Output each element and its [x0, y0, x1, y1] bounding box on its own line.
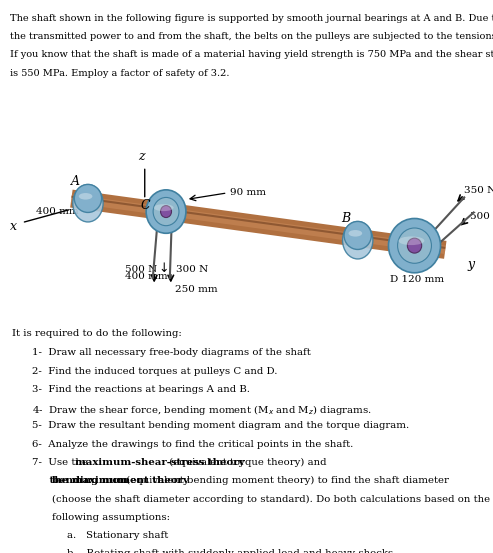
Text: 500 N: 500 N	[125, 265, 157, 274]
Text: It is required to do the following:: It is required to do the following:	[12, 329, 182, 338]
Ellipse shape	[74, 184, 102, 212]
Ellipse shape	[154, 204, 174, 211]
Text: following assumptions:: following assumptions:	[52, 513, 170, 521]
Text: The shaft shown in the following figure is supported by smooth journal bearings : The shaft shown in the following figure …	[10, 14, 493, 23]
Ellipse shape	[397, 228, 431, 263]
Text: (choose the shaft diameter according to standard). Do both calculations based on: (choose the shaft diameter according to …	[52, 494, 490, 504]
Ellipse shape	[407, 238, 422, 253]
Ellipse shape	[79, 193, 92, 200]
Text: A: A	[71, 175, 80, 188]
Text: B: B	[341, 212, 351, 225]
Ellipse shape	[398, 236, 424, 245]
Text: 5-  Draw the resultant bending moment diagram and the torque diagram.: 5- Draw the resultant bending moment dia…	[32, 421, 409, 430]
Text: ↓: ↓	[158, 262, 169, 275]
Ellipse shape	[349, 230, 362, 237]
Ellipse shape	[161, 206, 172, 217]
Ellipse shape	[153, 197, 179, 226]
Text: If you know that the shaft is made of a material having yield strength is 750 MP: If you know that the shaft is made of a …	[10, 50, 493, 59]
Text: x: x	[10, 220, 17, 233]
Text: 1-  Draw all necessary free-body diagrams of the shaft: 1- Draw all necessary free-body diagrams…	[32, 348, 311, 357]
Text: 3-  Find the reactions at bearings A and B.: 3- Find the reactions at bearings A and …	[32, 385, 250, 394]
Ellipse shape	[343, 222, 373, 259]
Text: 2-  Find the induced torques at pulleys C and D.: 2- Find the induced torques at pulleys C…	[32, 367, 278, 375]
Text: C: C	[141, 199, 150, 212]
Text: bending moment theory: bending moment theory	[52, 476, 189, 485]
Text: y: y	[468, 258, 475, 272]
Text: is 550 MPa. Employ a factor of safety of 3.2.: is 550 MPa. Employ a factor of safety of…	[10, 69, 229, 77]
Text: (equivalent bending moment theory) to find the shaft diameter: (equivalent bending moment theory) to fi…	[123, 476, 449, 486]
Text: 500 N: 500 N	[470, 212, 493, 222]
Text: 400 mm: 400 mm	[125, 272, 168, 281]
Text: a.   Stationary shaft: a. Stationary shaft	[67, 531, 168, 540]
Ellipse shape	[146, 190, 186, 233]
Text: 400 mm: 400 mm	[36, 207, 78, 216]
Text: 350 N: 350 N	[464, 186, 493, 195]
Text: z: z	[138, 150, 144, 163]
Text: maximum-shear-stress theory: maximum-shear-stress theory	[75, 458, 245, 467]
Text: b.   Rotating shaft with suddenly applied load and heavy shocks: b. Rotating shaft with suddenly applied …	[67, 549, 393, 553]
Text: the maximum: the maximum	[32, 476, 132, 485]
Text: 4-  Draw the shear force, bending moment (M$_x$ and M$_z$) diagrams.: 4- Draw the shear force, bending moment …	[32, 403, 372, 417]
Ellipse shape	[388, 218, 441, 273]
Ellipse shape	[344, 221, 371, 249]
Text: (equivalent torque theory) and: (equivalent torque theory) and	[166, 458, 330, 467]
Text: 7-  Use the: 7- Use the	[32, 458, 91, 467]
Ellipse shape	[73, 185, 103, 222]
Text: 250 mm: 250 mm	[175, 285, 217, 295]
Text: D 120 mm: D 120 mm	[390, 275, 444, 284]
Text: 6-  Analyze the drawings to find the critical points in the shaft.: 6- Analyze the drawings to find the crit…	[32, 440, 353, 448]
Text: 300 N: 300 N	[176, 265, 208, 274]
Text: the transmitted power to and from the shaft, the belts on the pulleys are subjec: the transmitted power to and from the sh…	[10, 32, 493, 41]
Text: 90 mm: 90 mm	[230, 189, 266, 197]
